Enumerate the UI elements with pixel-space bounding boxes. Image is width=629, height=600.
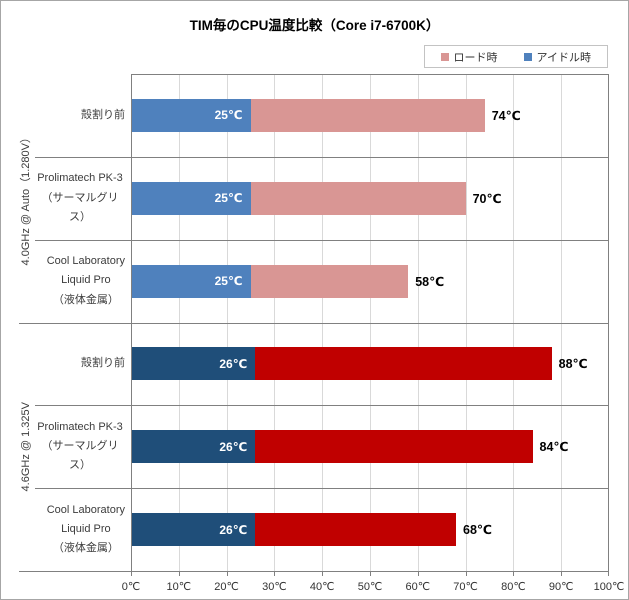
category-label: Prolimatech PK-3 （サーマルグリス） bbox=[37, 420, 123, 472]
axis-tick bbox=[465, 572, 467, 576]
bar-value-label: 68℃ bbox=[463, 523, 493, 538]
axis-tick-label: 40℃ bbox=[309, 581, 335, 593]
category-separator bbox=[35, 405, 609, 406]
axis-tick-label: 30℃ bbox=[262, 581, 287, 593]
bar-idle: 25℃ bbox=[132, 181, 251, 215]
axis-tick-label: 0℃ bbox=[121, 581, 141, 593]
bar-idle: 26℃ bbox=[132, 347, 256, 381]
group-separator bbox=[19, 323, 609, 324]
gridline bbox=[322, 74, 324, 571]
gridline bbox=[178, 74, 180, 571]
chart-title: TIM毎のCPU温度比較（Core i7-6700K） bbox=[189, 18, 440, 33]
axis-tick bbox=[417, 572, 419, 576]
category-separator bbox=[35, 157, 609, 158]
axis-tick-label: 10℃ bbox=[166, 581, 192, 593]
gridline bbox=[561, 74, 563, 571]
category-label: Cool Laboratory Liquid Pro （液体金属） bbox=[46, 255, 125, 306]
axis-tick-label: 50℃ bbox=[357, 581, 383, 593]
legend: ロード時 アイドル時 bbox=[423, 45, 608, 68]
bar-idle: 26℃ bbox=[132, 430, 256, 464]
gridline bbox=[513, 74, 515, 571]
bar-idle: 26℃ bbox=[132, 513, 256, 547]
axis-tick bbox=[226, 572, 228, 576]
bar-value-label: 74℃ bbox=[491, 108, 521, 123]
axis-tick bbox=[513, 572, 515, 576]
category-label: 殻割り前 bbox=[81, 357, 125, 370]
gridline bbox=[274, 74, 276, 571]
axis-tick bbox=[370, 572, 371, 576]
category-label: Cool Laboratory Liquid Pro （液体金属） bbox=[46, 503, 125, 555]
bar-value-label: 84℃ bbox=[539, 440, 569, 455]
gridline bbox=[417, 74, 419, 571]
axis-tick bbox=[322, 572, 324, 576]
value-axis-line bbox=[131, 74, 132, 571]
axis-tick bbox=[274, 572, 276, 576]
category-label: Prolimatech PK-3 （サーマルグリス） bbox=[37, 172, 123, 223]
gridline bbox=[465, 74, 467, 571]
group-label: 4.0GHz @ Auto（1.280V） bbox=[20, 131, 32, 265]
bar-idle: 25℃ bbox=[132, 98, 251, 132]
gridline bbox=[226, 74, 228, 571]
group-label: 4.6GHz @ 1.325V bbox=[20, 402, 32, 492]
category-axis-line bbox=[19, 571, 609, 572]
axis-tick-label: 80℃ bbox=[501, 581, 526, 593]
load-series-swatch-icon bbox=[440, 52, 449, 61]
axis-tick-label: 70℃ bbox=[453, 581, 478, 593]
legend-item-load: ロード時 bbox=[440, 49, 498, 65]
legend-label-load: ロード時 bbox=[453, 51, 498, 64]
axis-tick bbox=[178, 572, 180, 576]
axis-tick-label: 20℃ bbox=[214, 581, 239, 593]
axis-tick-label: 100℃ bbox=[593, 581, 625, 593]
axis-tick-label: 90℃ bbox=[548, 581, 574, 593]
bar-value-label: 70℃ bbox=[472, 191, 502, 206]
plot-area: 0℃ 10℃ 20℃ 30℃ 40℃ 50℃ 60℃ 70℃ 80℃ 90℃ 100℃ 4.0GHz … bbox=[19, 74, 624, 593]
plot-border-right bbox=[608, 74, 609, 571]
legend-label-idle: アイドル時 bbox=[536, 51, 591, 64]
gridline bbox=[370, 74, 371, 571]
bar-idle: 25℃ bbox=[132, 264, 251, 298]
category-separator bbox=[35, 488, 609, 489]
axis-tick-label: 60℃ bbox=[405, 581, 431, 593]
bar-value-label: 88℃ bbox=[558, 357, 588, 372]
axis-tick bbox=[131, 572, 132, 576]
axis-tick bbox=[608, 572, 609, 576]
category-separator bbox=[35, 240, 609, 241]
legend-item-idle: アイドル時 bbox=[523, 49, 591, 65]
bar-value-label: 58℃ bbox=[415, 274, 445, 289]
category-label: 殻割り前 bbox=[81, 108, 125, 121]
axis-tick bbox=[561, 572, 563, 576]
idle-series-swatch-icon bbox=[523, 52, 532, 61]
plot-border-top bbox=[131, 74, 609, 75]
